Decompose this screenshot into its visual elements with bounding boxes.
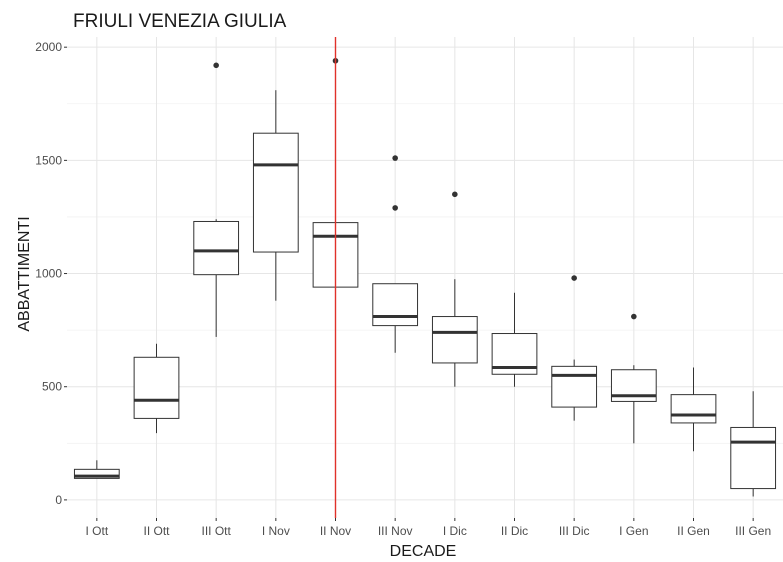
box-body [193, 220, 240, 276]
x-tick-label: I Gen [619, 524, 648, 538]
x-axis-title: DECADE [390, 543, 457, 560]
x-tick-label: III Nov [378, 524, 413, 538]
outlier-point [213, 62, 219, 69]
outlier-point [392, 205, 398, 211]
y-tick-label: 2000 [35, 40, 62, 54]
y-tick-label: 1500 [35, 153, 62, 167]
boxes [73, 57, 777, 497]
x-tick-label: III Dic [559, 524, 590, 538]
box-body [73, 468, 120, 479]
y-axis-ticks: 0 500 1000 1500 2000 [35, 40, 67, 507]
box-i-ott [73, 460, 120, 479]
x-tick-label: II Ott [143, 524, 170, 538]
box-body [372, 283, 419, 327]
grid [67, 37, 783, 518]
x-tick-label: I Ott [85, 524, 108, 538]
box-ii-ott [133, 343, 180, 434]
box-body [551, 365, 598, 408]
box-body [252, 132, 299, 253]
x-tick-label: I Nov [262, 524, 290, 538]
y-tick-label: 0 [55, 493, 62, 507]
outlier-point [631, 313, 637, 320]
x-tick-label: III Gen [735, 524, 771, 538]
box-ii-dic [491, 292, 538, 387]
x-tick-label: II Nov [320, 524, 351, 538]
box-body [730, 426, 777, 490]
box-iii-ott [193, 62, 240, 337]
x-tick-label: II Gen [677, 524, 710, 538]
chart-title: FRIULI VENEZIA GIULIA [73, 11, 287, 32]
y-tick-label: 1000 [35, 267, 62, 281]
box-i-nov [252, 90, 299, 301]
box-body [670, 394, 717, 424]
x-tick-label: II Dic [501, 524, 528, 538]
outlier-point [392, 155, 398, 161]
y-axis-title: ABBATTIMENTI [16, 216, 33, 331]
box-i-gen [610, 313, 657, 444]
x-tick-label: III Ott [201, 524, 231, 538]
box-ii-gen [670, 367, 717, 452]
box-iii-gen [730, 391, 777, 497]
box-iii-dic [551, 275, 598, 421]
box-body [431, 316, 478, 364]
x-axis-ticks: I Ott II Ott III Ott I Nov II Nov III Nov I Di… [85, 518, 771, 538]
y-tick-label: 500 [42, 380, 62, 394]
box-iii-nov [372, 155, 419, 353]
outlier-point [452, 191, 458, 198]
outlier-point [571, 275, 577, 281]
box-body [133, 356, 180, 419]
box-i-dic [431, 191, 478, 387]
x-tick-label: I Dic [443, 524, 467, 538]
